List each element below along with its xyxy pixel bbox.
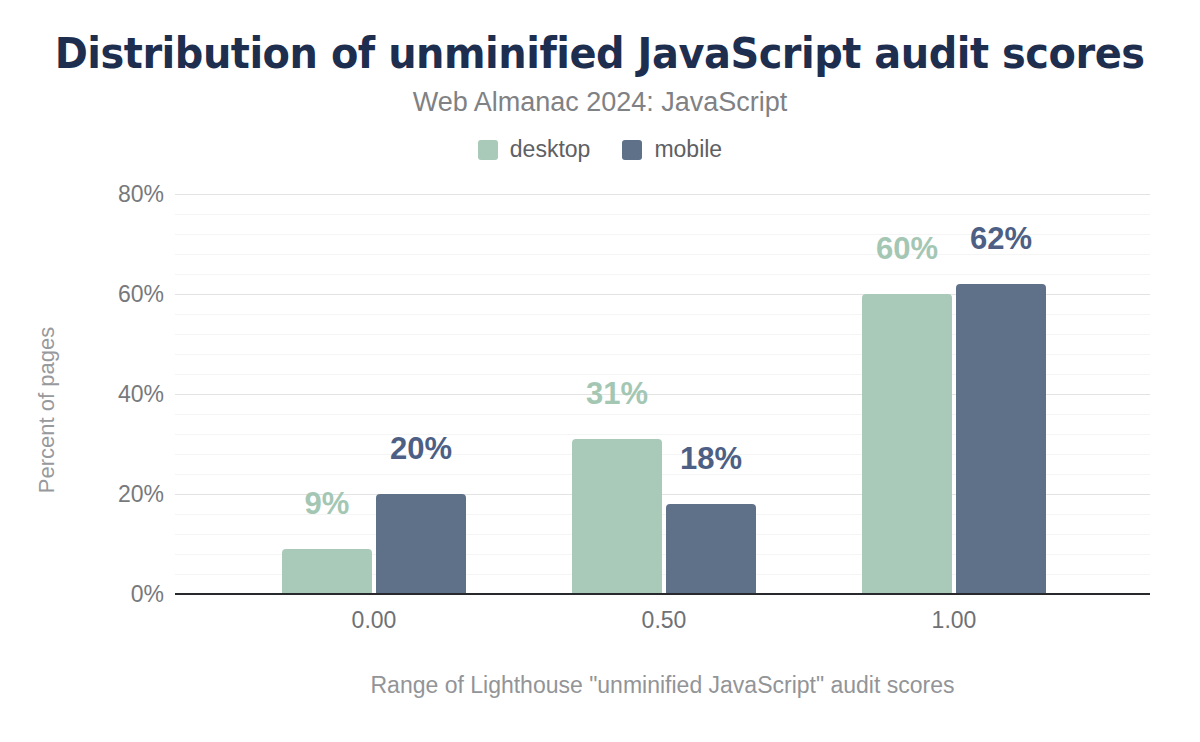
legend-swatch-desktop [478, 140, 498, 160]
x-axis-title: Range of Lighthouse "unminified JavaScri… [175, 672, 1150, 699]
gridline-minor [175, 274, 1150, 275]
bar-desktop-1.00 [862, 294, 952, 594]
bar-value-label: 18% [646, 443, 776, 474]
x-axis-tick-label: 0.50 [604, 608, 724, 632]
bar-desktop-0.00 [282, 549, 372, 594]
gridline-major [175, 194, 1150, 195]
bar-value-label: 9% [262, 488, 392, 519]
gridline-minor [175, 214, 1150, 215]
bar-mobile-0.00 [376, 494, 466, 594]
y-axis-tick-label: 0% [94, 582, 164, 606]
bar-value-label: 62% [936, 223, 1066, 254]
y-axis-tick-label: 40% [94, 382, 164, 406]
chart-title: Distribution of unminified JavaScript au… [55, 29, 1145, 78]
legend-swatch-mobile [622, 140, 642, 160]
x-axis-tick-label: 0.00 [314, 608, 434, 632]
x-axis-line [175, 593, 1150, 595]
bar-chart: Distribution of unminified JavaScript au… [0, 0, 1200, 742]
legend-item-mobile[interactable]: mobile [622, 136, 722, 163]
chart-title-wrap: Distribution of unminified JavaScript au… [0, 29, 1200, 78]
x-axis-tick-label: 1.00 [894, 608, 1014, 632]
legend-item-desktop[interactable]: desktop [478, 136, 591, 163]
bar-value-label: 31% [552, 378, 682, 409]
y-axis-tick-label: 20% [94, 482, 164, 506]
y-axis-title: Percent of pages [34, 327, 60, 493]
y-axis-tick-label: 80% [94, 182, 164, 206]
bar-value-label: 20% [356, 433, 486, 464]
legend-label-desktop: desktop [510, 136, 591, 163]
legend-label-mobile: mobile [654, 136, 722, 163]
bar-mobile-0.50 [666, 504, 756, 594]
y-axis-tick-label: 60% [94, 282, 164, 306]
legend: desktop mobile [0, 136, 1200, 163]
bar-mobile-1.00 [956, 284, 1046, 594]
chart-subtitle: Web Almanac 2024: JavaScript [0, 87, 1200, 118]
